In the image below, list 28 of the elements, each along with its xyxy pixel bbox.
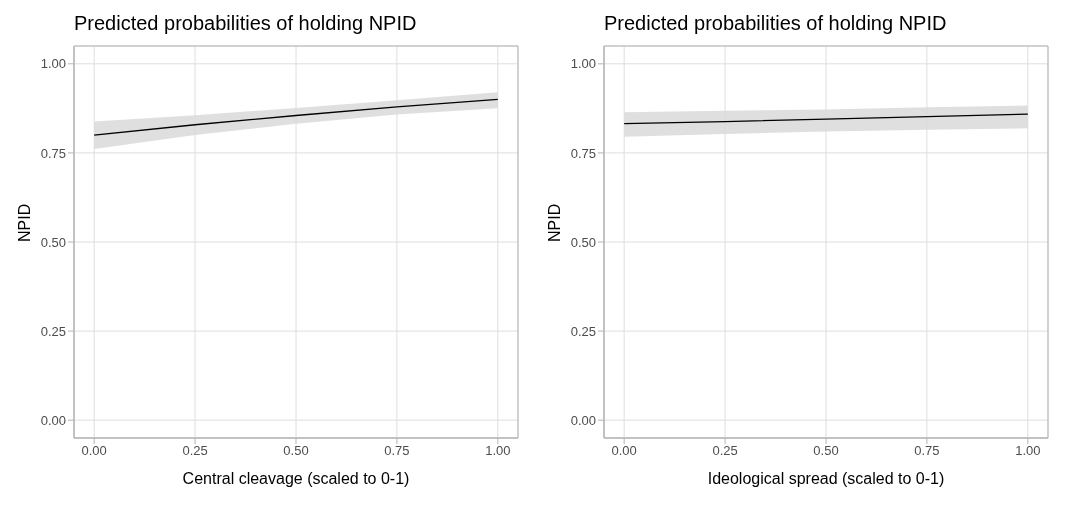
x-tick-label: 0.00: [611, 443, 637, 459]
x-axis-title: Ideological spread (scaled to 0-1): [707, 470, 945, 487]
line-series: [93, 98, 499, 136]
y-tick-label: 0.75: [40, 145, 66, 161]
y-tick-label: 0.50: [40, 234, 66, 250]
x-tick-label: 0.50: [283, 443, 309, 459]
y-tick-label: 0.25: [570, 323, 596, 339]
y-tick-label: 1.00: [570, 56, 596, 72]
y-tick-label: 0.00: [570, 412, 596, 428]
y-tick-label: 0.25: [40, 323, 66, 339]
x-tick-label: 0.50: [813, 443, 839, 459]
chart-title: Predicted probabilities of holding NPID: [73, 11, 418, 36]
line-series: [623, 113, 1029, 125]
x-tick-label: 0.25: [182, 443, 208, 459]
x-tick-label: 0.75: [384, 443, 410, 459]
y-tick-label: 0.50: [570, 234, 596, 250]
x-tick-label: 0.00: [81, 443, 107, 459]
y-axis-title: NPID: [15, 203, 33, 242]
x-tick-label: 1.00: [485, 443, 511, 459]
chart-title: Predicted probabilities of holding NPID: [603, 11, 948, 36]
x-axis-title: Central cleavage (scaled to 0-1): [182, 470, 410, 487]
y-axis-title: NPID: [545, 203, 563, 242]
x-tick-label: 0.75: [914, 443, 940, 459]
x-tick-label: 1.00: [1015, 443, 1041, 459]
y-tick-label: 0.75: [570, 145, 596, 161]
y-tick-label: 1.00: [40, 56, 66, 72]
x-tick-label: 0.25: [712, 443, 738, 459]
y-tick-label: 0.00: [40, 412, 66, 428]
